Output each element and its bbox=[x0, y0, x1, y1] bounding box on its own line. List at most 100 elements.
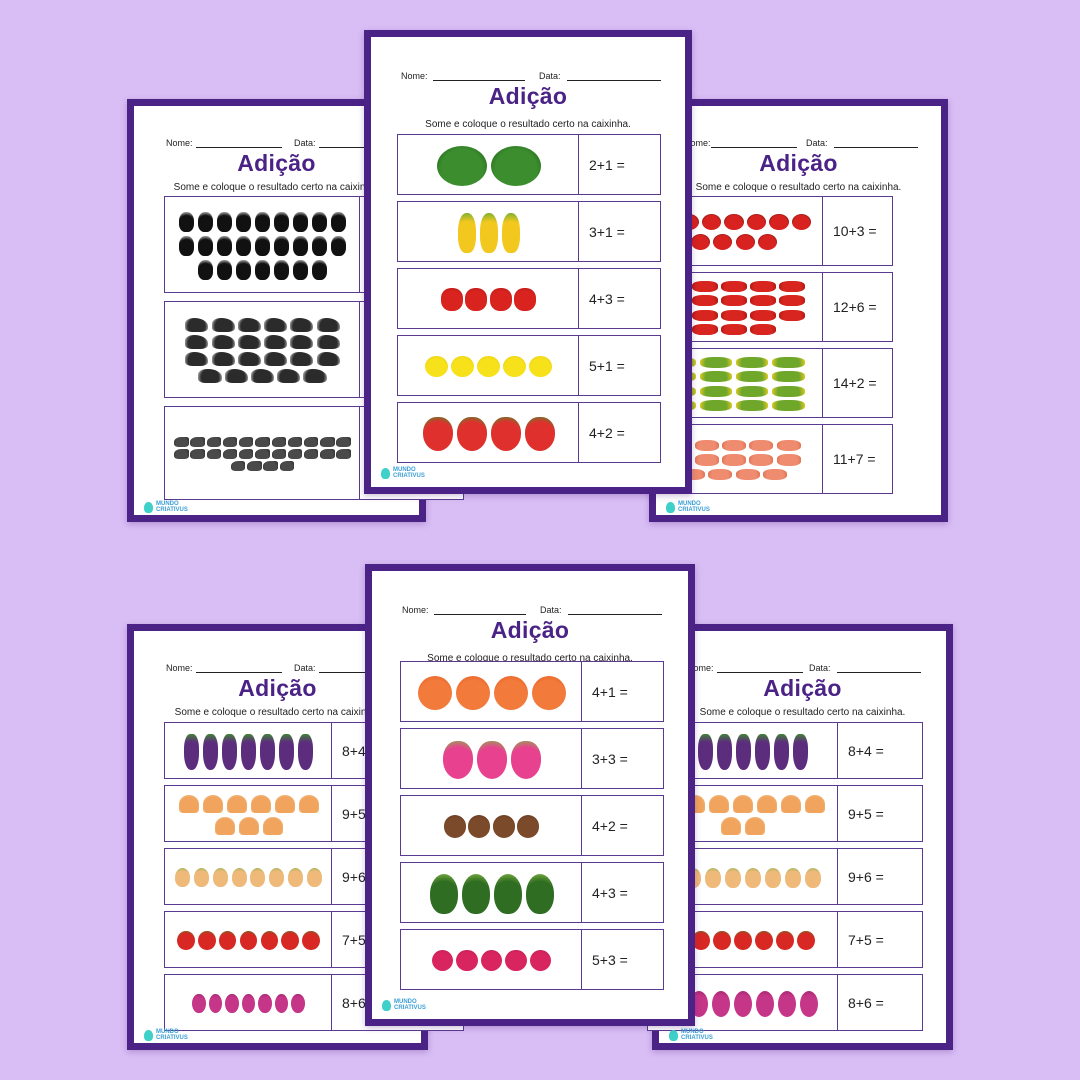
logo-text: MUNDO CRIATIVUS bbox=[678, 501, 710, 513]
anteater-icon bbox=[174, 437, 189, 448]
lightbulb-icon bbox=[382, 999, 391, 1011]
skunk-icon bbox=[290, 352, 314, 366]
penguin-icon bbox=[236, 259, 251, 280]
picture-box bbox=[165, 723, 332, 778]
onion-icon bbox=[287, 868, 303, 887]
potato-icon bbox=[274, 993, 289, 1014]
date-label: Data: bbox=[539, 71, 561, 81]
watermelon-icon bbox=[490, 145, 541, 186]
name-field[interactable] bbox=[196, 663, 282, 673]
ant-icon bbox=[750, 280, 776, 292]
worm-icon bbox=[776, 439, 801, 452]
worksheet-title: Adição bbox=[490, 617, 570, 643]
date-field[interactable] bbox=[568, 605, 662, 615]
date-field[interactable] bbox=[567, 71, 661, 81]
date-label: Data: bbox=[806, 138, 828, 148]
penguin-icon bbox=[179, 235, 194, 256]
name-field[interactable] bbox=[434, 605, 526, 615]
ladybug-icon bbox=[701, 214, 722, 231]
caterpillar-icon bbox=[772, 371, 805, 383]
skunk-icon bbox=[185, 352, 209, 366]
ant-icon bbox=[721, 309, 747, 321]
caterpillar-icon bbox=[735, 356, 769, 368]
corn-icon bbox=[457, 212, 476, 253]
ant-icon bbox=[721, 324, 747, 336]
anteater-icon bbox=[336, 449, 351, 459]
worksheet-title: Adição bbox=[488, 83, 568, 109]
picture-box bbox=[398, 403, 579, 462]
skunk-icon bbox=[277, 369, 301, 383]
name-field[interactable] bbox=[433, 71, 525, 81]
logo-text: MUNDO CRIATIVUS bbox=[393, 467, 425, 479]
corn-icon bbox=[501, 212, 520, 253]
mushroom-icon bbox=[250, 794, 271, 813]
name-field[interactable] bbox=[196, 138, 282, 148]
equation-label: 10+3 = bbox=[833, 223, 877, 239]
penguin-icon bbox=[217, 235, 232, 256]
anteater-icon bbox=[206, 437, 222, 448]
worksheet-title: Adição bbox=[237, 150, 316, 176]
apple-icon bbox=[440, 288, 463, 311]
skunk-icon bbox=[224, 369, 248, 383]
instruction-text: Some e coloque o resultado certo na caix… bbox=[695, 182, 902, 193]
picture-box bbox=[398, 269, 579, 328]
mushroom-icon bbox=[202, 794, 223, 813]
date-label: Data: bbox=[809, 663, 831, 673]
equation-label: 8+4 = bbox=[848, 742, 884, 759]
instruction-text: Some e coloque o resultado certo na caix… bbox=[174, 707, 381, 718]
logo-line-1: MUNDO bbox=[681, 1029, 704, 1035]
equation-label: 9+5 = bbox=[848, 805, 884, 822]
ladybug-icon bbox=[690, 233, 710, 250]
equation-label: 4+2 = bbox=[592, 817, 628, 834]
mushroom-icon bbox=[709, 794, 729, 813]
potato-icon bbox=[192, 993, 206, 1014]
penguin-icon bbox=[274, 211, 289, 232]
name-field[interactable] bbox=[711, 138, 797, 148]
worm-icon bbox=[749, 454, 774, 466]
equation-label: 3+3 = bbox=[592, 750, 628, 767]
anteater-icon bbox=[279, 460, 295, 471]
caterpillar-icon bbox=[699, 385, 733, 397]
exercise-row: 5+3 = bbox=[400, 929, 664, 990]
brand-logo: MUNDO CRIATIVUS bbox=[144, 501, 188, 513]
picture-box bbox=[165, 407, 360, 499]
eggplant-icon bbox=[754, 733, 770, 770]
skunk-icon bbox=[237, 335, 261, 349]
lightbulb-icon bbox=[666, 501, 675, 513]
penguin-icon bbox=[179, 211, 194, 232]
worm-icon bbox=[694, 439, 719, 452]
instruction-text: Some e coloque o resultado certo na caix… bbox=[173, 182, 380, 193]
name-field[interactable] bbox=[717, 663, 803, 673]
skunk-icon bbox=[303, 369, 327, 383]
penguin-icon bbox=[217, 259, 232, 280]
penguin-icon bbox=[312, 211, 327, 232]
picture-box bbox=[398, 135, 579, 194]
exercise-row: 4+1 = bbox=[400, 661, 664, 722]
potato-icon bbox=[756, 990, 774, 1017]
apple-icon bbox=[465, 288, 488, 311]
logo-line-2: CRIATIVUS bbox=[393, 473, 425, 479]
skunk-icon bbox=[290, 335, 314, 349]
penguin-icon bbox=[198, 235, 213, 256]
coconut-icon bbox=[468, 815, 491, 838]
eggplant-icon bbox=[203, 733, 218, 770]
onion-icon bbox=[785, 867, 801, 888]
caterpillar-icon bbox=[735, 400, 769, 412]
potato-icon bbox=[734, 990, 752, 1017]
picture-box bbox=[398, 202, 579, 261]
eggplant-icon bbox=[298, 733, 313, 770]
date-field[interactable] bbox=[834, 138, 918, 148]
anteater-icon bbox=[230, 460, 246, 471]
ant-icon bbox=[721, 295, 747, 307]
worm-icon bbox=[708, 468, 733, 481]
ladybug-icon bbox=[769, 214, 789, 231]
mushroom-icon bbox=[298, 794, 319, 813]
lightbulb-icon bbox=[144, 501, 153, 513]
date-label: Data: bbox=[294, 138, 316, 148]
date-field[interactable] bbox=[837, 663, 921, 673]
logo-line-2: CRIATIVUS bbox=[156, 507, 188, 513]
strawberry-icon bbox=[490, 416, 521, 451]
anteater-icon bbox=[239, 437, 254, 448]
anteater-icon bbox=[255, 437, 270, 448]
tomato-icon bbox=[713, 930, 731, 951]
